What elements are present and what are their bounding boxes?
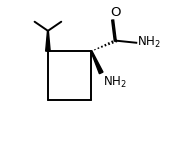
Text: NH$_2$: NH$_2$ [103, 75, 126, 90]
Text: NH$_2$: NH$_2$ [137, 34, 161, 50]
Polygon shape [91, 51, 103, 74]
Text: O: O [110, 6, 120, 19]
Polygon shape [46, 31, 50, 51]
